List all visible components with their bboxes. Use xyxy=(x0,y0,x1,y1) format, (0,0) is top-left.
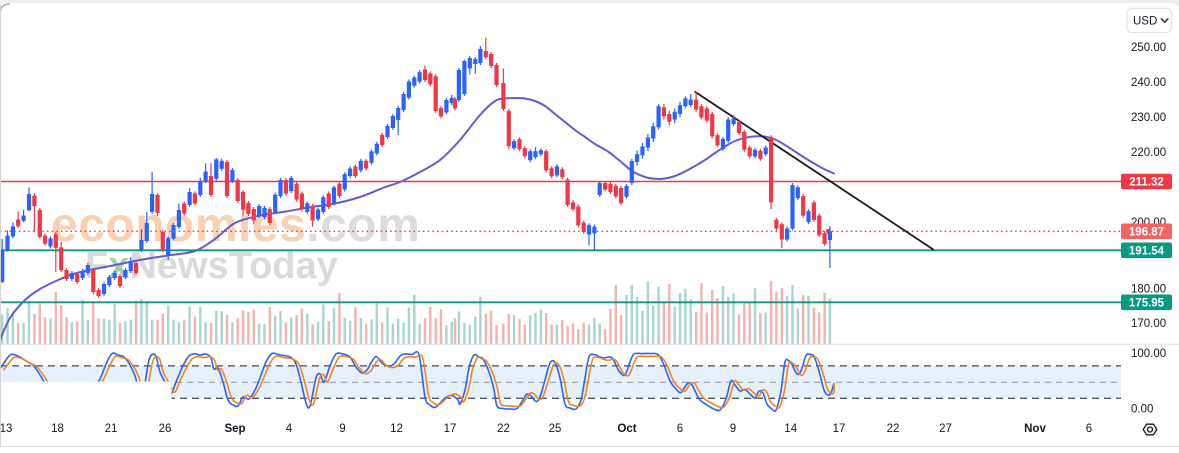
svg-text:240.00: 240.00 xyxy=(1131,77,1166,89)
svg-text:26: 26 xyxy=(159,423,172,435)
svg-text:18: 18 xyxy=(51,423,64,435)
svg-text:250.00: 250.00 xyxy=(1131,42,1166,54)
svg-text:17: 17 xyxy=(833,423,846,435)
svg-text:175.95: 175.95 xyxy=(1129,297,1165,309)
svg-text:180.00: 180.00 xyxy=(1131,284,1166,296)
svg-text:22: 22 xyxy=(887,423,900,435)
svg-text:4: 4 xyxy=(286,423,293,435)
svg-text:14: 14 xyxy=(784,423,797,435)
svg-text:0.00: 0.00 xyxy=(1131,404,1153,416)
svg-text:Nov: Nov xyxy=(1024,423,1046,435)
svg-text:21: 21 xyxy=(105,423,118,435)
svg-text:13: 13 xyxy=(0,423,12,435)
svg-text:27: 27 xyxy=(939,423,952,435)
svg-text:12: 12 xyxy=(390,423,403,435)
svg-text:USD: USD xyxy=(1133,16,1157,28)
svg-text:191.54: 191.54 xyxy=(1129,245,1165,257)
svg-text:211.32: 211.32 xyxy=(1129,177,1164,189)
svg-text:220.00: 220.00 xyxy=(1131,147,1166,159)
svg-text:170.00: 170.00 xyxy=(1131,318,1166,330)
svg-text:25: 25 xyxy=(549,423,562,435)
svg-text:6: 6 xyxy=(1086,423,1092,435)
svg-text:9: 9 xyxy=(339,423,345,435)
svg-text:100.00: 100.00 xyxy=(1131,348,1166,360)
svg-text:17: 17 xyxy=(444,423,457,435)
svg-text:9: 9 xyxy=(730,423,736,435)
svg-text:196.87: 196.87 xyxy=(1129,226,1164,238)
svg-text:FxNewsToday: FxNewsToday xyxy=(85,245,338,287)
svg-text:Sep: Sep xyxy=(224,423,245,435)
svg-text:6: 6 xyxy=(677,423,683,435)
svg-text:22: 22 xyxy=(497,423,510,435)
svg-text:Oct: Oct xyxy=(617,423,636,435)
svg-text:230.00: 230.00 xyxy=(1131,112,1166,124)
